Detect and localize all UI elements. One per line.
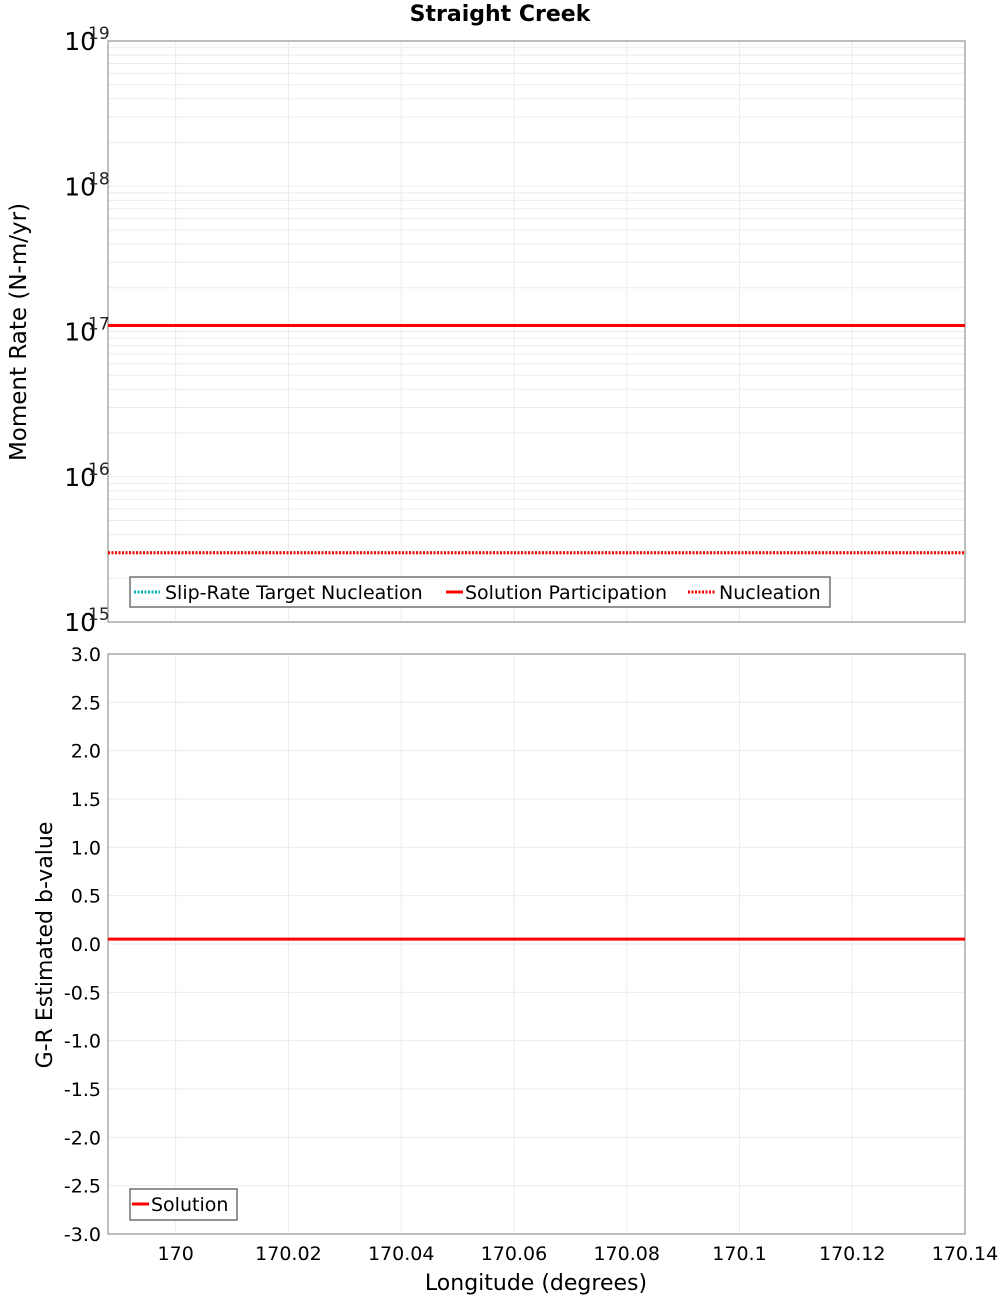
bottom-legend: Solution xyxy=(129,1188,238,1221)
svg-text:170.1: 170.1 xyxy=(712,1243,766,1265)
legend-label-solution: Solution xyxy=(151,1194,228,1216)
svg-text:170.02: 170.02 xyxy=(255,1243,321,1265)
top-legend: Slip-Rate Target Nucleation Solution Par… xyxy=(129,576,831,608)
svg-text:16: 16 xyxy=(88,460,110,480)
svg-text:10: 10 xyxy=(64,27,96,56)
svg-text:15: 15 xyxy=(88,605,110,625)
legend-label-nucleation: Nucleation xyxy=(719,582,821,604)
svg-text:170.14: 170.14 xyxy=(932,1243,998,1265)
svg-text:-2.5: -2.5 xyxy=(64,1176,101,1198)
svg-text:2.0: 2.0 xyxy=(71,741,101,763)
svg-text:1.5: 1.5 xyxy=(71,789,101,811)
top-y-axis-label: Moment Rate (N-m/yr) xyxy=(6,203,32,461)
svg-text:3.0: 3.0 xyxy=(71,644,101,666)
svg-text:170.06: 170.06 xyxy=(481,1243,547,1265)
top-plot-grid xyxy=(108,41,966,623)
svg-text:170.08: 170.08 xyxy=(593,1243,659,1265)
bottom-plot-grid xyxy=(108,653,966,1235)
top-plot-series xyxy=(108,323,965,555)
svg-text:18: 18 xyxy=(88,169,110,189)
bottom-y-axis-ticks: 3.0 2.5 2.0 1.5 1.0 0.5 0.0 -0.5 -1.0 -1.5 -2.0 -2.… xyxy=(64,644,101,1246)
svg-text:0.0: 0.0 xyxy=(71,934,101,956)
svg-text:-2.0: -2.0 xyxy=(64,1127,101,1149)
chart-title: Straight Creek xyxy=(409,2,591,27)
svg-text:-1.5: -1.5 xyxy=(64,1079,101,1101)
svg-text:0.5: 0.5 xyxy=(71,886,101,908)
legend-label-solution-participation: Solution Participation xyxy=(465,582,667,604)
svg-text:2.5: 2.5 xyxy=(71,692,101,714)
svg-text:170.04: 170.04 xyxy=(368,1243,434,1265)
svg-text:170.12: 170.12 xyxy=(819,1243,885,1265)
svg-text:-1.0: -1.0 xyxy=(64,1031,101,1053)
top-plot-frame xyxy=(107,40,966,623)
svg-text:19: 19 xyxy=(88,24,110,44)
svg-text:1.0: 1.0 xyxy=(71,837,101,859)
svg-text:10: 10 xyxy=(64,172,96,201)
svg-text:10: 10 xyxy=(64,463,96,492)
svg-text:10: 10 xyxy=(64,608,96,637)
svg-text:10: 10 xyxy=(64,318,96,347)
svg-text:17: 17 xyxy=(88,315,110,335)
x-axis-label: Longitude (degrees) xyxy=(425,1271,647,1296)
bottom-plot-frame xyxy=(107,653,966,1235)
x-axis-ticks: 170 170.02 170.04 170.06 170.08 170.1 170.12 17… xyxy=(158,1243,999,1265)
svg-text:170: 170 xyxy=(158,1243,194,1265)
svg-text:-0.5: -0.5 xyxy=(64,982,101,1004)
bottom-y-axis-label: G-R Estimated b-value xyxy=(33,822,58,1069)
svg-text:-3.0: -3.0 xyxy=(64,1224,101,1246)
legend-label-slip-rate-target: Slip-Rate Target Nucleation xyxy=(165,582,423,604)
